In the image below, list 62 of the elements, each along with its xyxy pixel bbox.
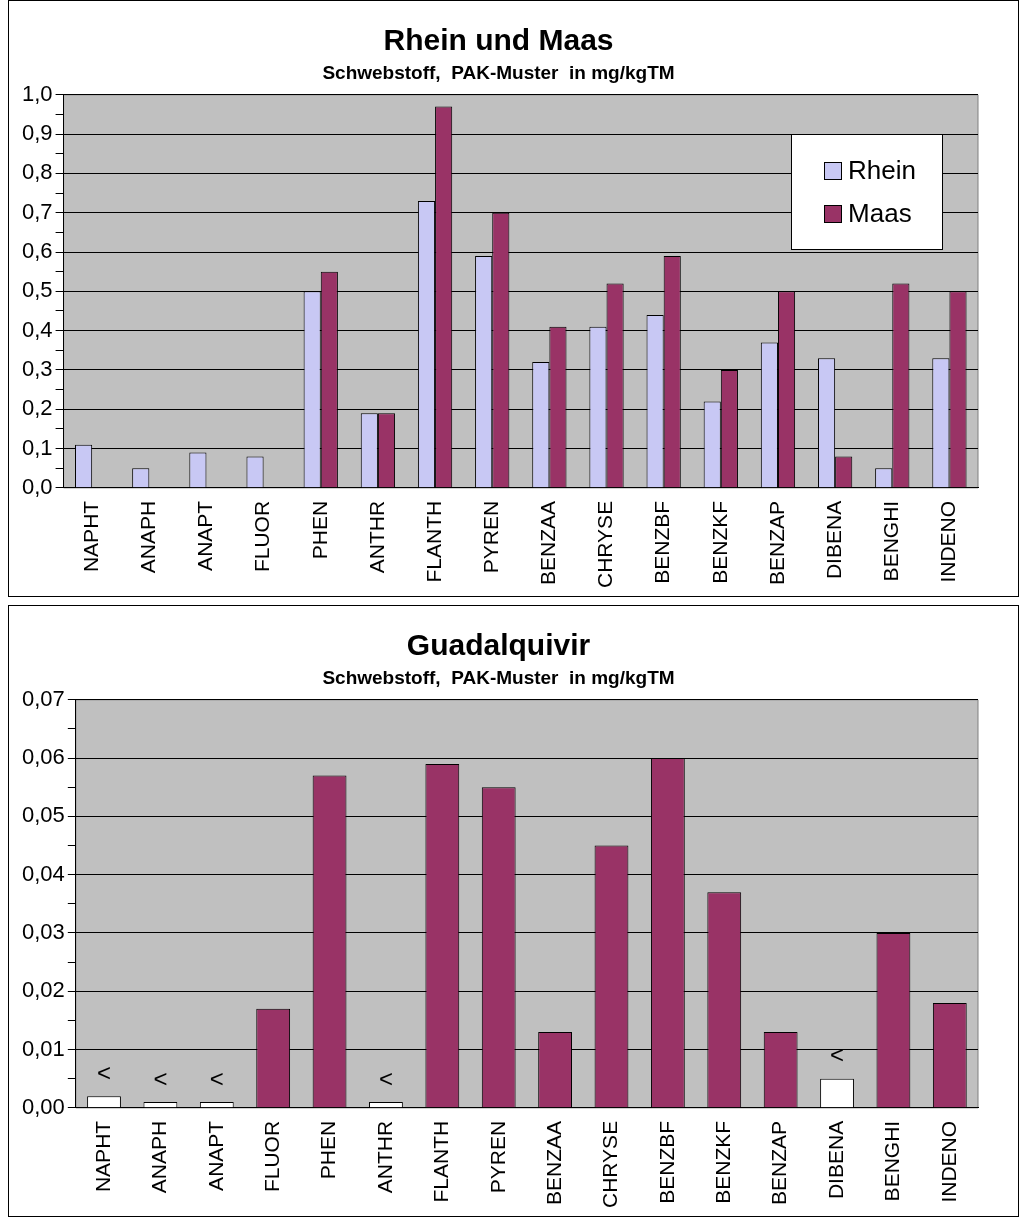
data-label: < [830, 1041, 845, 1069]
x-tick-label: ANAPT [193, 500, 217, 571]
x-tick-label: PHEN [307, 500, 331, 560]
x-tick-label: FLANTH [421, 500, 445, 583]
y-tick-label: 0,04 [21, 860, 65, 886]
data-label: < [378, 1064, 393, 1092]
x-tick-label: NAPHT [90, 1120, 114, 1193]
legend-label: Maas [848, 198, 912, 229]
y-tick-label: 0,3 [21, 356, 53, 382]
legend-label: Rhein [848, 155, 916, 186]
x-tick-label: BENZBF [650, 500, 674, 584]
y-tick-label: 0,8 [21, 159, 53, 185]
x-tick-label: CHRYSE [598, 1120, 622, 1208]
y-tick-label: 0,0 [21, 473, 53, 499]
y-tick-label: 0,05 [21, 802, 65, 828]
x-tick-label: ANAPT [203, 1120, 227, 1191]
x-tick-label: BENZKF [707, 500, 731, 584]
y-tick-label: 0,03 [21, 919, 65, 945]
y-tick-label: 0,7 [21, 198, 53, 224]
x-tick-label: BENZAP [767, 1120, 791, 1205]
x-tick-label: FLUOR [259, 1120, 283, 1193]
x-tick-label: ANTHR [372, 1120, 396, 1194]
x-tick-label: PHEN [316, 1120, 340, 1180]
y-tick-label: 0,1 [21, 434, 53, 460]
chart-title: Guadalquivir [406, 628, 591, 662]
x-tick-label: PYREN [485, 1120, 509, 1194]
x-tick-label: BENZKF [711, 1120, 735, 1204]
x-tick-label: FLUOR [250, 500, 274, 573]
y-tick-label: 0,01 [21, 1035, 65, 1061]
x-tick-label: ANAPH [136, 500, 160, 574]
x-tick-label: BENGHI [879, 500, 903, 582]
y-tick-label: 0,07 [21, 685, 65, 711]
y-tick-label: 0,6 [21, 238, 53, 264]
x-tick-label: BENZAA [536, 500, 560, 585]
x-tick-label: INDENO [936, 500, 960, 583]
chart-subtitle: Schwebstoff, PAK-Muster in mg/kgTM [322, 666, 675, 688]
x-tick-label: BENZAP [764, 500, 788, 585]
data-label: < [209, 1064, 224, 1092]
y-tick-label: 0,4 [21, 316, 53, 342]
chart-subtitle: Schwebstoff, PAK-Muster in mg/kgTM [322, 61, 675, 83]
x-tick-label: DIBENA [821, 500, 845, 580]
x-tick-label: PYREN [479, 500, 503, 574]
y-tick-label: 0,9 [21, 120, 53, 146]
y-tick-label: 0,06 [21, 744, 65, 770]
y-tick-label: 0,00 [21, 1093, 65, 1119]
x-tick-label: INDENO [936, 1120, 960, 1203]
x-tick-label: FLANTH [429, 1120, 453, 1203]
y-tick-label: 0,5 [21, 277, 53, 303]
x-tick-label: ANAPH [147, 1120, 171, 1194]
x-tick-label: BENZAA [541, 1120, 565, 1205]
data-label: < [97, 1058, 112, 1086]
y-tick-label: 1,0 [21, 80, 53, 106]
y-tick-label: 0,2 [21, 395, 53, 421]
x-tick-label: BENGHI [880, 1120, 904, 1202]
x-tick-label: BENZBF [654, 1120, 678, 1204]
x-tick-label: CHRYSE [593, 500, 617, 588]
x-tick-label: NAPHT [78, 500, 102, 573]
y-tick-label: 0,02 [21, 977, 65, 1003]
x-tick-label: ANTHR [364, 500, 388, 574]
x-tick-label: DIBENA [823, 1120, 847, 1200]
data-label: < [153, 1064, 168, 1092]
chart-title: Rhein und Maas [383, 23, 614, 57]
